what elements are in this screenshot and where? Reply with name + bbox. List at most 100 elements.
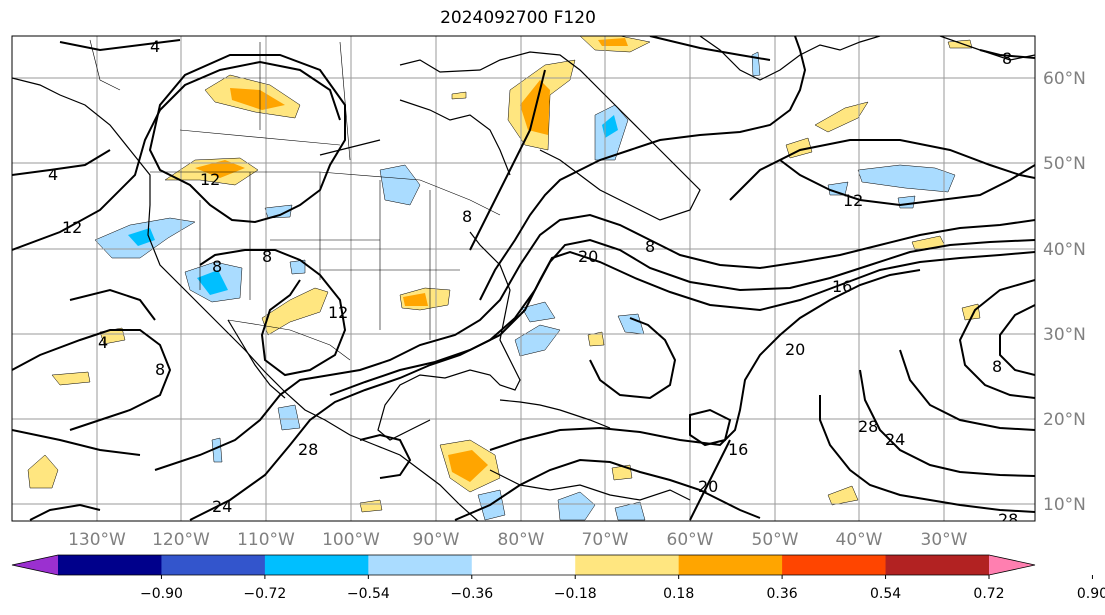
colorbar-segment <box>161 555 266 575</box>
contour-label: 4 <box>98 333 108 352</box>
anomaly-patch <box>557 491 596 521</box>
colorbar-segment <box>575 555 680 575</box>
anomaly-patch <box>451 91 467 100</box>
contour-label: 8 <box>1002 49 1012 68</box>
colorbar-segment <box>368 555 473 575</box>
colorbar-extend-min <box>12 555 58 575</box>
anomaly-patch <box>27 454 59 489</box>
colorbar-tick-label: −0.90 <box>140 586 183 602</box>
lon-label: 40°W <box>836 530 883 550</box>
anomaly-patch <box>827 485 859 506</box>
contour-label: 20 <box>785 340 805 359</box>
anomaly-patch <box>359 499 383 513</box>
colorbar-tick-label: 0.54 <box>870 586 901 602</box>
lon-label: 50°W <box>752 530 799 550</box>
contour-label: 28 <box>858 417 878 436</box>
colorbar-segment <box>782 555 887 575</box>
anomaly-patch <box>617 313 645 335</box>
anomaly-patch <box>195 160 245 178</box>
lat-label: 40°N <box>1043 240 1086 260</box>
anomaly-patch <box>277 404 301 431</box>
latitude-labels: 60°N 50°N 40°N 30°N 20°N 10°N <box>1043 69 1086 515</box>
contour-label: 8 <box>462 207 472 226</box>
contour-label: 4 <box>150 37 160 56</box>
shaded-anomaly-layer <box>27 36 981 521</box>
anomaly-patch <box>197 270 228 295</box>
contour-lines <box>12 36 1035 521</box>
colorbar-tick-label: 0.72 <box>973 586 1004 602</box>
contour-label: 24 <box>212 497 232 516</box>
lon-label: 90°W <box>413 530 460 550</box>
lon-label: 60°W <box>667 530 714 550</box>
colorbar-tick-label: −0.54 <box>347 586 390 602</box>
colorbar-segment <box>471 555 576 575</box>
anomaly-patch <box>521 301 556 323</box>
contour-label: 4 <box>48 165 58 184</box>
colorbar-segment <box>264 555 369 575</box>
colorbar-tick-label: −0.36 <box>450 586 493 602</box>
contour-label: 12 <box>843 191 863 210</box>
contour-label: 8 <box>155 360 165 379</box>
contour-label: 20 <box>698 477 718 496</box>
contour-label: 8 <box>645 237 655 256</box>
contour-labels: 4 4 12 12 8 8 12 20 8 16 20 28 24 28 8 4… <box>48 37 1018 529</box>
anomaly-patch <box>514 324 561 357</box>
contour-label: 24 <box>885 430 905 449</box>
lon-label: 110°W <box>237 530 295 550</box>
anomaly-patch <box>51 371 91 386</box>
lon-label: 30°W <box>921 530 968 550</box>
contour-label: 28 <box>998 510 1018 529</box>
contour-label: 20 <box>578 247 598 266</box>
colorbar-extend-max <box>989 555 1035 575</box>
contour-label: 8 <box>992 357 1002 376</box>
contour-label: 8 <box>262 247 272 266</box>
colorbar <box>11 554 1036 576</box>
anomaly-patch <box>264 204 293 219</box>
anomaly-patch <box>261 287 329 336</box>
anomaly-patch <box>961 303 981 321</box>
contour-label: 8 <box>212 257 222 276</box>
anomaly-patch <box>897 195 916 209</box>
colorbar-ticks: −0.90 −0.72 −0.54 −0.36 −0.18 0.18 0.36 0.54 0.7… <box>140 575 1105 602</box>
colorbar-segment <box>678 555 783 575</box>
colorbar-tick-label: −0.72 <box>243 586 286 602</box>
lon-label: 70°W <box>582 530 629 550</box>
colorbar-tick-label: 0.36 <box>767 586 798 602</box>
anomaly-patch <box>602 115 618 138</box>
colorbar-outline <box>11 554 1036 576</box>
colorbar-tick-label: −0.18 <box>554 586 597 602</box>
lon-label: 130°W <box>68 530 126 550</box>
anomaly-patch <box>614 501 646 521</box>
lon-label: 100°W <box>322 530 380 550</box>
colorbar-segment <box>58 555 162 575</box>
colorbar-tick-label: 0.90 <box>1077 586 1105 602</box>
longitude-labels: 130°W 120°W 110°W 100°W 90°W 80°W 70°W 6… <box>68 530 968 550</box>
anomaly-patch <box>403 293 428 306</box>
anomaly-patch <box>587 331 605 347</box>
lat-label: 20°N <box>1043 410 1086 430</box>
map-frame <box>11 35 1036 522</box>
contour-label: 16 <box>728 440 748 459</box>
colorbar-tick-label: 0.18 <box>663 586 694 602</box>
contour-label: 12 <box>62 218 82 237</box>
anomaly-patch <box>611 464 633 481</box>
contour-label: 28 <box>298 440 318 459</box>
contour-label: 12 <box>328 303 348 322</box>
anomaly-patch <box>379 164 421 206</box>
anomaly-patch <box>448 450 488 482</box>
anomaly-patch <box>230 88 285 110</box>
lat-label: 50°N <box>1043 154 1086 174</box>
contour-label: 16 <box>832 277 852 296</box>
lat-label: 60°N <box>1043 69 1086 89</box>
anomaly-patch <box>211 437 223 463</box>
anomaly-patch <box>814 101 869 133</box>
map-title: 2024092700 F120 <box>440 8 596 28</box>
contour-label: 12 <box>200 170 220 189</box>
lon-label: 80°W <box>498 530 545 550</box>
anomaly-patch <box>751 51 761 77</box>
lat-label: 10°N <box>1043 495 1086 515</box>
lat-label: 30°N <box>1043 325 1086 345</box>
colorbar-segment <box>885 555 990 575</box>
anomaly-patch <box>857 164 956 193</box>
